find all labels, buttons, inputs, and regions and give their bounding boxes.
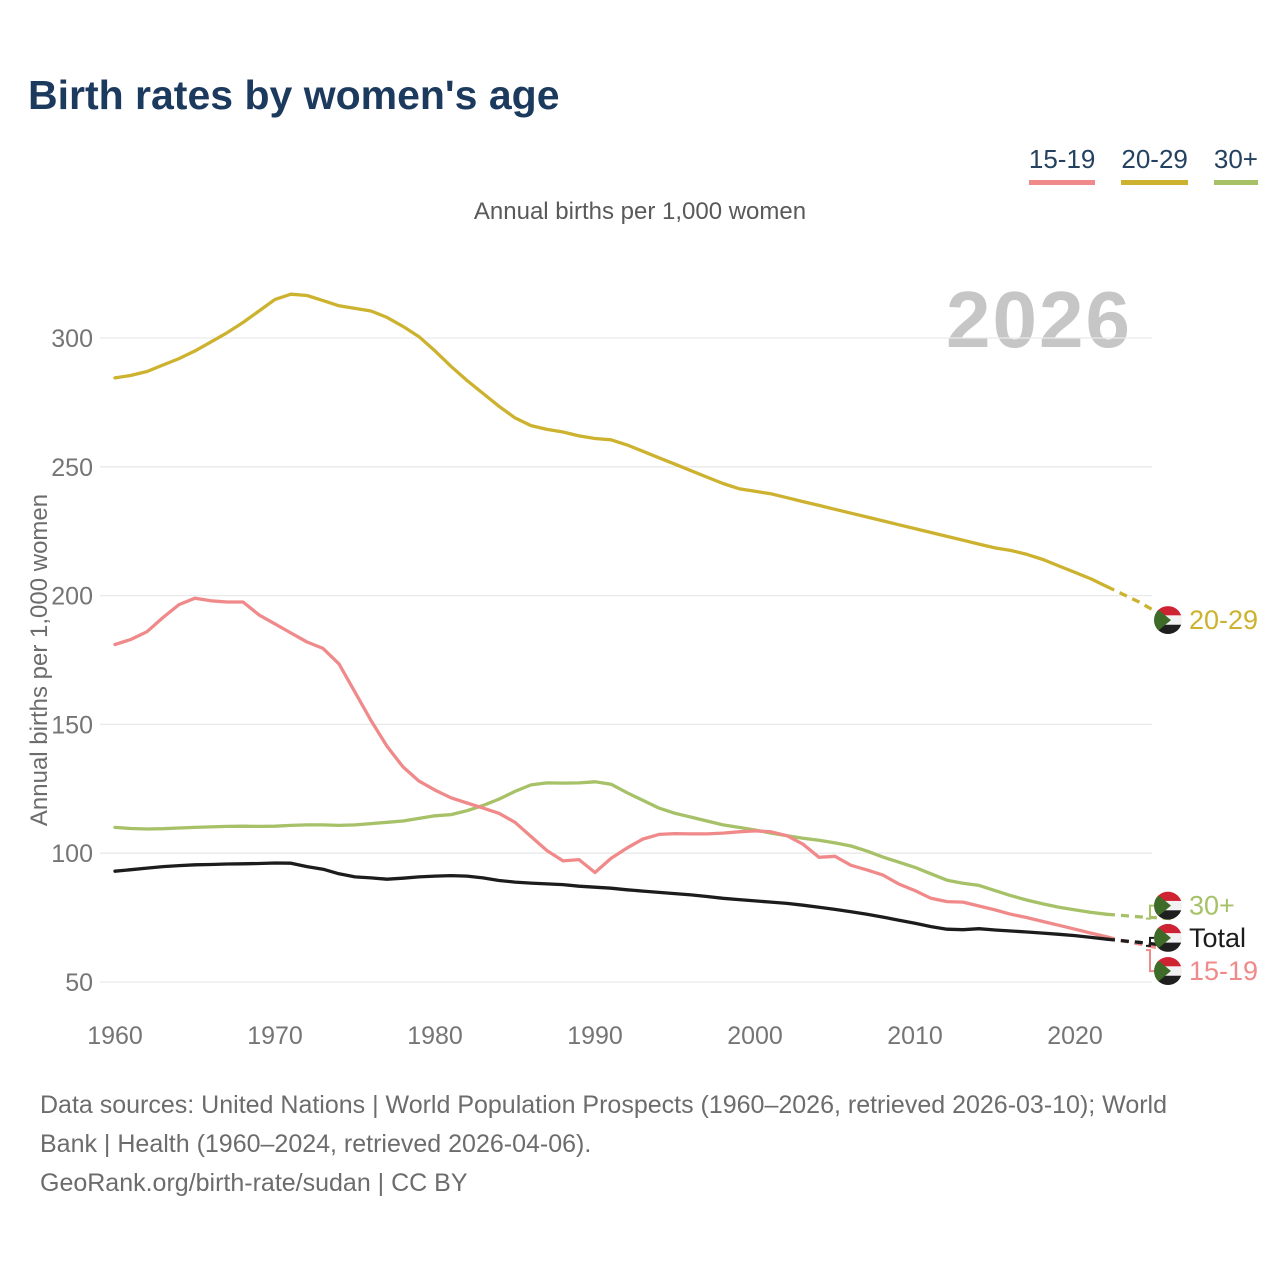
series-projection-30+[interactable]: [1106, 912, 1172, 921]
chart-legend: 15-19 20-29 30+: [1028, 144, 1258, 185]
end-label-30+: 30+: [1189, 891, 1235, 921]
year-watermark: 2026: [946, 275, 1132, 364]
x-tick-2010: 2010: [887, 1022, 943, 1050]
end-connector-Total: [1146, 936, 1155, 947]
data-sources-line-1: Data sources: United Nations | World Pop…: [40, 1091, 1168, 1119]
y-tick-150: 150: [51, 711, 93, 739]
legend-item-30plus[interactable]: 30+: [1213, 144, 1258, 185]
legend-item-15-19[interactable]: 15-19: [1028, 144, 1096, 185]
sudan-flag-icon: [1154, 923, 1182, 952]
data-sources-line-2: Bank | Health (1960–2024, retrieved 2026…: [40, 1130, 592, 1158]
end-connector-15-19: [1146, 949, 1155, 973]
x-tick-1970: 1970: [247, 1022, 303, 1050]
sudan-flag-icon: [1154, 606, 1182, 635]
series-line-20-29[interactable]: [113, 292, 1109, 589]
attribution-line: GeoRank.org/birth-rate/sudan | CC BY: [40, 1169, 468, 1197]
sudan-flag-icon: [1154, 891, 1182, 920]
x-tick-1960: 1960: [87, 1022, 143, 1050]
series-line-15-19[interactable]: [113, 596, 1109, 939]
series-line-Total[interactable]: [113, 861, 1109, 941]
x-tick-2000: 2000: [727, 1022, 783, 1050]
series-projection-Total[interactable]: [1106, 937, 1172, 948]
chart-subtitle: Annual births per 1,000 women: [473, 198, 807, 225]
end-label-Total: Total: [1189, 923, 1246, 953]
y-axis-title: Annual births per 1,000 women: [26, 494, 53, 826]
chart-footer: Data sources: United Nations | World Pop…: [40, 1086, 1240, 1203]
y-tick-50: 50: [65, 969, 93, 997]
y-tick-200: 200: [51, 583, 93, 611]
end-connector-30+: [1146, 904, 1155, 920]
x-tick-2020: 2020: [1047, 1022, 1103, 1050]
page-title: Birth rates by women's age: [28, 72, 560, 118]
sudan-flag-icon: [1154, 957, 1182, 986]
end-label-15-19: 15-19: [1189, 956, 1258, 986]
y-tick-250: 250: [51, 454, 93, 482]
end-label-20-29: 20-29: [1189, 605, 1258, 635]
x-tick-1980: 1980: [407, 1022, 463, 1050]
y-tick-100: 100: [51, 840, 93, 868]
legend-item-20-29[interactable]: 20-29: [1121, 144, 1188, 185]
series-line-30+[interactable]: [113, 780, 1109, 916]
y-tick-300: 300: [51, 325, 93, 353]
x-tick-1990: 1990: [567, 1022, 623, 1050]
